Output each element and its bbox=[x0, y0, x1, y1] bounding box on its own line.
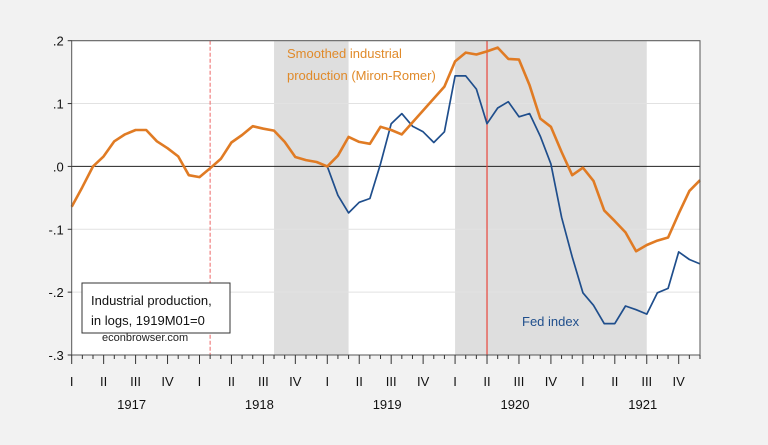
x-quarter-label: IV bbox=[417, 374, 430, 389]
plot-frame bbox=[71, 40, 701, 356]
x-year-label: 1917 bbox=[117, 397, 146, 412]
orange-series-label-line2: production (Miron-Romer) bbox=[287, 68, 436, 83]
x-quarter-label: III bbox=[386, 374, 397, 389]
x-year-label: 1920 bbox=[501, 397, 530, 412]
x-quarter-label: IV bbox=[289, 374, 302, 389]
x-quarter-label: I bbox=[70, 374, 74, 389]
x-quarter-label: II bbox=[228, 374, 235, 389]
legend-box bbox=[81, 282, 231, 334]
x-quarter-label: IV bbox=[673, 374, 686, 389]
recession-shade bbox=[455, 40, 647, 355]
x-quarter-label: I bbox=[325, 374, 329, 389]
y-tick-label: .2 bbox=[53, 34, 64, 49]
y-tick-label: .1 bbox=[53, 97, 64, 112]
x-quarter-label: II bbox=[483, 374, 490, 389]
y-tick-label: -.1 bbox=[49, 222, 64, 237]
x-year-label: 1921 bbox=[628, 397, 657, 412]
series-line bbox=[70, 46, 701, 253]
blue-series-label: Fed index bbox=[522, 314, 580, 329]
legend-line1: Industrial production, bbox=[91, 293, 212, 308]
x-quarter-label: III bbox=[258, 374, 269, 389]
x-quarter-label: IV bbox=[161, 374, 174, 389]
x-quarter-label: II bbox=[100, 374, 107, 389]
x-quarter-label: I bbox=[453, 374, 457, 389]
x-quarter-label: III bbox=[514, 374, 525, 389]
x-quarter-label: III bbox=[641, 374, 652, 389]
x-year-label: 1919 bbox=[373, 397, 402, 412]
x-quarter-label: I bbox=[581, 374, 585, 389]
x-quarter-label: II bbox=[356, 374, 363, 389]
x-quarter-label: IV bbox=[545, 374, 558, 389]
watermark: econbrowser.com bbox=[102, 332, 188, 344]
orange-series-label-line1: Smoothed industrial bbox=[287, 46, 402, 61]
y-tick-label: -.3 bbox=[49, 348, 64, 363]
x-quarter-label: I bbox=[198, 374, 202, 389]
x-quarter-label: II bbox=[611, 374, 618, 389]
y-tick-label: .0 bbox=[53, 159, 64, 174]
recession-shade bbox=[274, 40, 349, 355]
x-quarter-label: III bbox=[130, 374, 141, 389]
legend-line2: in logs, 1919M01=0 bbox=[91, 313, 205, 328]
x-year-label: 1918 bbox=[245, 397, 274, 412]
y-tick-label: -.2 bbox=[49, 285, 64, 300]
